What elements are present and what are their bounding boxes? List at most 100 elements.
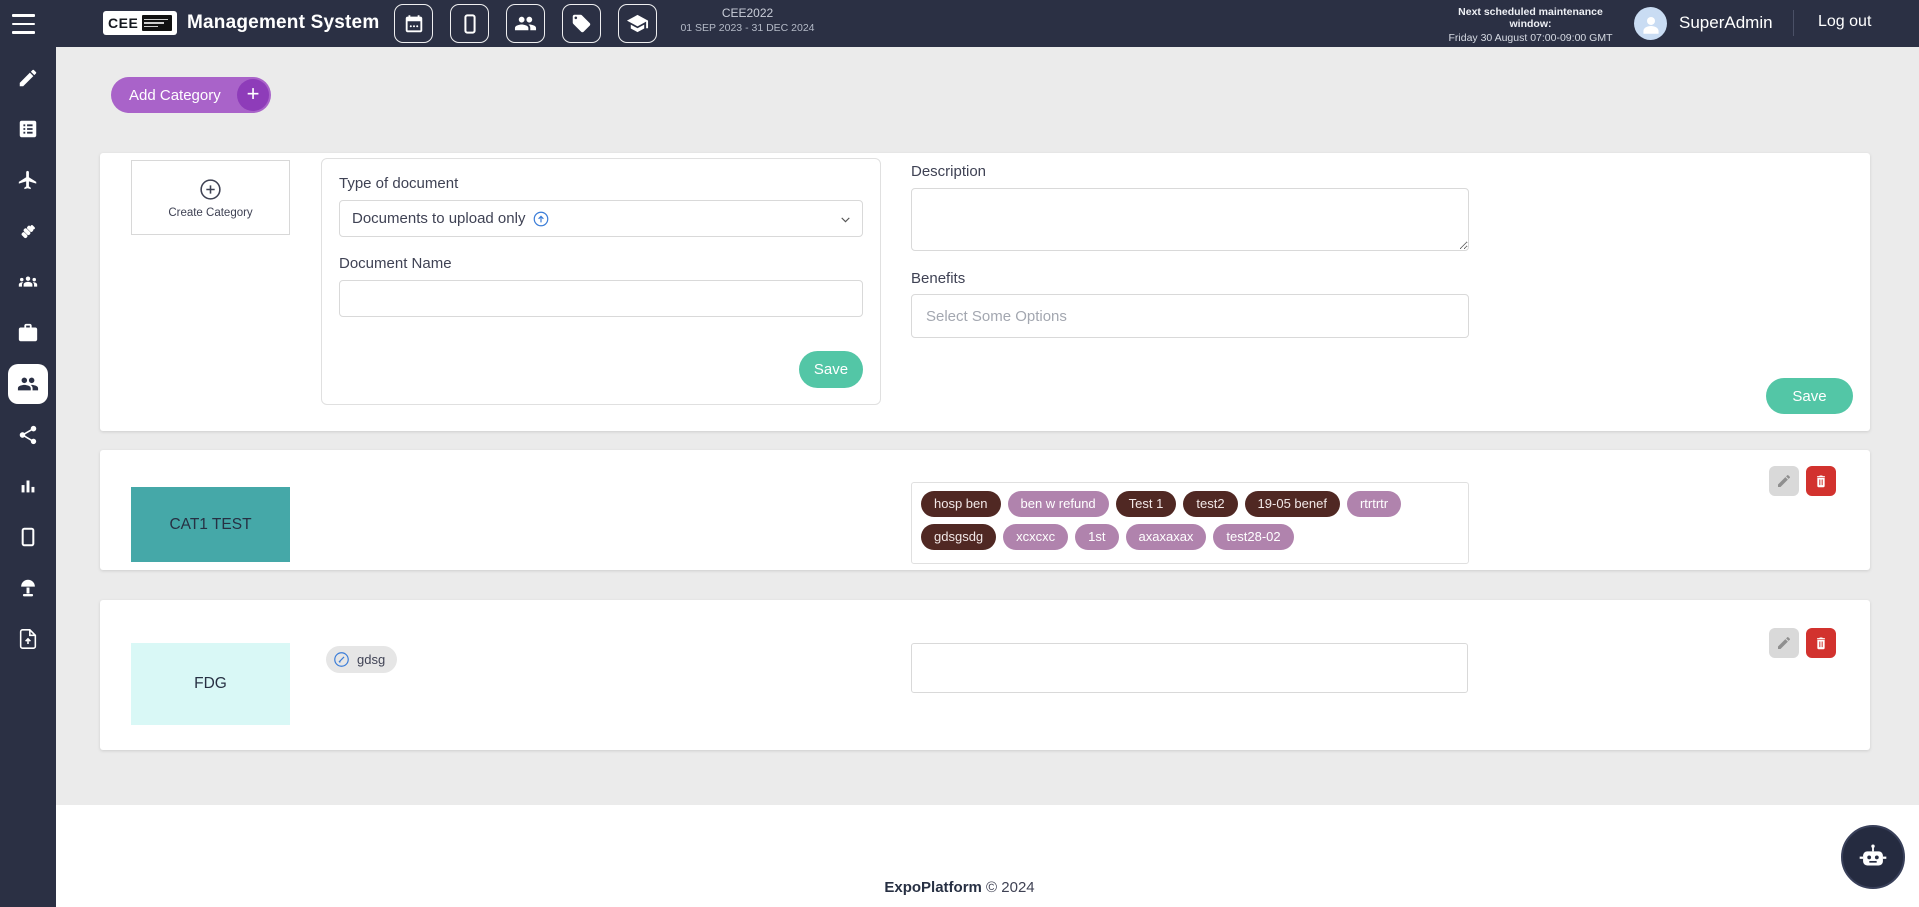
sidebar-item-documents[interactable] [8,619,48,659]
type-of-document-value: Documents to upload only [352,210,526,227]
header-divider [1793,10,1794,36]
benefit-tag: rtrtrtr [1346,491,1402,517]
sidebar-item-booths[interactable] [8,568,48,608]
sidebar-item-travel[interactable] [8,160,48,200]
edit-category-button[interactable] [1769,628,1799,658]
benefit-tag: hosp ben [921,491,1001,517]
pencil-icon [19,69,37,87]
benefit-tag: 1st [1075,524,1119,550]
benefits-input[interactable] [911,294,1469,338]
people-button[interactable] [506,4,545,43]
trash-icon [1817,637,1825,650]
logo-text: CEE [108,15,139,31]
share-icon [19,425,37,445]
user-avatar[interactable] [1634,7,1667,40]
benefit-tag: ben w refund [1007,491,1109,517]
benefit-tag: xcxcxc [1003,524,1069,550]
robot-icon [1859,844,1887,866]
create-category-tile[interactable]: Create Category [131,160,290,235]
bar-chart-icon [21,480,35,493]
maintenance-notice: Next scheduled maintenance window: Frida… [1448,6,1613,44]
delete-category-button[interactable] [1806,466,1836,496]
benefit-tag: test2 [1183,491,1238,517]
username-label[interactable]: SuperAdmin [1679,13,1773,32]
add-category-label: Add Category [129,86,221,104]
chatbot-button[interactable] [1841,825,1905,889]
document-name-label: Document Name [339,255,452,272]
circle-slash-icon [334,652,349,667]
edit-category-button[interactable] [1769,466,1799,496]
list-icon [19,120,37,138]
type-of-document-label: Type of document [339,175,459,192]
footer-brand: ExpoPlatform [884,879,982,896]
tag-icon [572,14,591,33]
event-name: CEE2022 [721,6,774,20]
description-textarea[interactable] [911,188,1469,251]
logout-button[interactable]: Log out [1818,13,1872,30]
event-dates: 01 SEP 2023 - 31 DEC 2024 [680,22,815,34]
benefit-tag: test28-02 [1213,524,1294,550]
delete-category-button[interactable] [1806,628,1836,658]
menu-button[interactable] [12,14,44,34]
save-category-button[interactable]: Save [1766,378,1853,414]
mobile-icon [463,13,476,34]
benefits-box: hosp ben ben w refund Test 1 test2 19-05… [911,482,1469,564]
edit-pencil-icon [1778,474,1791,487]
document-panel: Type of document Documents to upload onl… [321,158,881,405]
event-info: CEE2022 01 SEP 2023 - 31 DEC 2024 [655,6,840,34]
upload-circle-icon [534,211,549,226]
sidebar-item-share[interactable] [8,415,48,455]
graduation-cap-icon [626,14,649,33]
sidebar-item-mobile-app[interactable] [8,517,48,557]
trash-icon [1817,475,1825,488]
document-chip-label: gdsg [357,652,386,667]
top-header: CEE Management System CEE2022 01 SEP 202… [0,0,1919,47]
mobile-button[interactable] [450,4,489,43]
footer-copyright: ExpoPlatform © 2024 [884,879,1035,896]
person-icon [1642,16,1659,34]
education-button[interactable] [618,4,657,43]
category-color-box[interactable]: FDG [131,643,290,725]
sidebar-item-analytics[interactable] [8,466,48,506]
chevron-down-icon [841,217,850,223]
footer-band [56,805,1919,907]
file-upload-icon [19,629,37,649]
sidebar-item-jobs[interactable] [8,313,48,353]
logo-mark [142,15,173,31]
save-document-button[interactable]: Save [799,351,863,388]
benefits-label: Benefits [911,270,966,287]
people-icon [17,377,39,391]
document-name-input[interactable] [339,280,863,317]
booth-icon [21,579,35,597]
group-icon [18,276,38,287]
create-category-label: Create Category [168,206,253,219]
document-chip[interactable]: gdsg [326,646,398,673]
add-category-button[interactable]: Add Category + [111,77,271,113]
sidebar-item-partners[interactable] [8,211,48,251]
sidebar-item-attendees[interactable] [8,262,48,302]
description-label: Description [911,163,987,180]
airplane-icon [18,170,37,190]
sidebar [0,0,56,907]
category-row: FDG gdsg [100,600,1870,750]
cee-logo: CEE [103,11,178,35]
edit-pencil-icon [1778,636,1791,649]
create-category-card: Create Category Type of document Documen… [100,153,1870,431]
sidebar-item-members[interactable] [8,364,48,404]
category-color-box[interactable]: CAT1 TEST [131,487,290,562]
calendar-icon [405,14,422,32]
benefit-tag: gdsgsdg [921,524,997,550]
briefcase-icon [18,323,38,342]
type-of-document-select[interactable]: Documents to upload only [339,200,863,237]
category-fields: Description Benefits [911,163,1469,338]
circle-plus-icon [200,178,221,200]
benefit-tag: axaxaxax [1125,524,1207,550]
plus-icon: + [237,79,269,111]
calendar-button[interactable] [394,4,433,43]
app-title: Management System [187,12,380,33]
benefits-box-empty[interactable] [911,643,1468,693]
sidebar-item-edit[interactable] [8,58,48,98]
sidebar-item-forms[interactable] [8,109,48,149]
benefit-tag: 19-05 benef [1244,491,1340,517]
tag-button[interactable] [562,4,601,43]
